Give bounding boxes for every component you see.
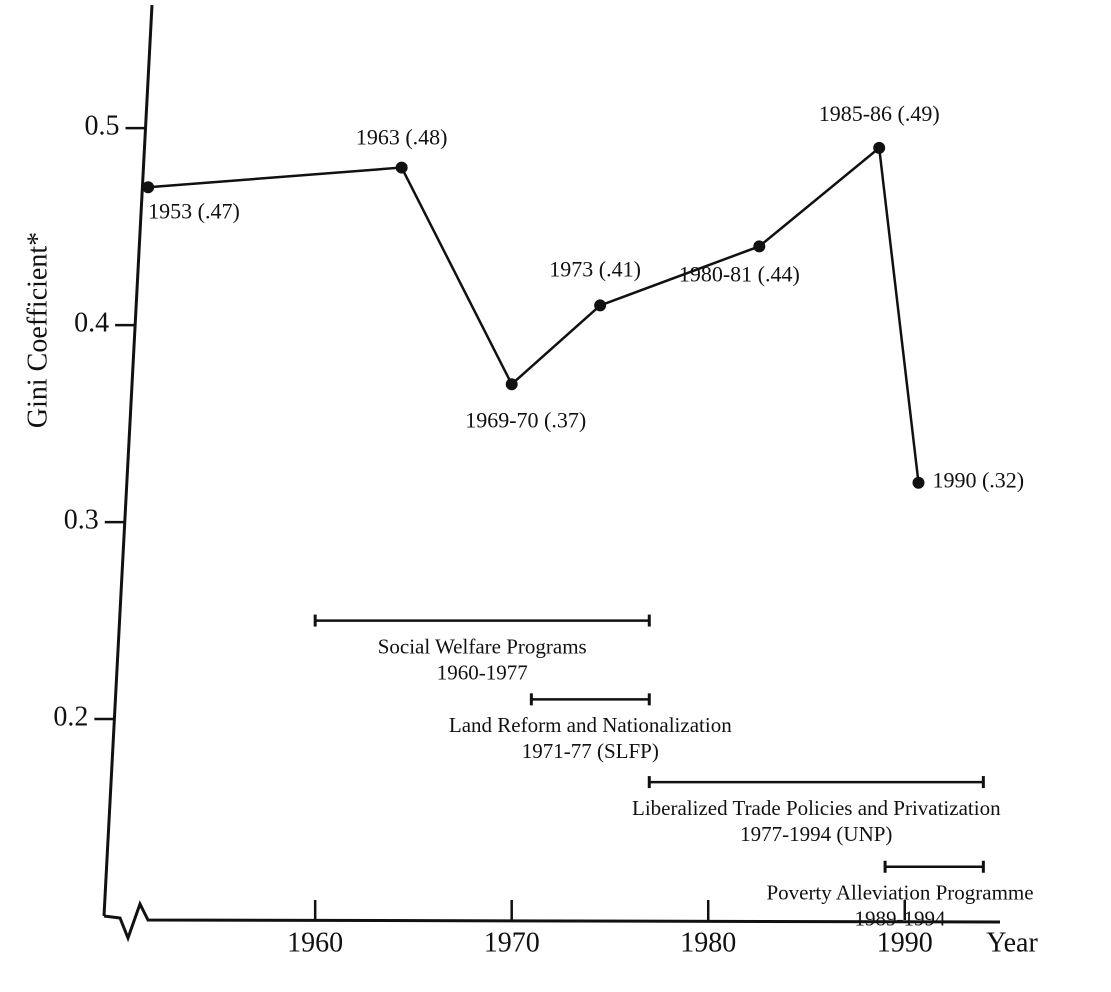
period-span: 1960-1977 bbox=[437, 660, 528, 684]
point-label: 1973 (.41) bbox=[549, 256, 641, 281]
point-label: 1969-70 (.37) bbox=[465, 407, 586, 432]
y-tick-label: 0.3 bbox=[64, 505, 99, 536]
y-axis-label: Gini Coefficient* bbox=[22, 232, 53, 428]
y-tick-label: 0.2 bbox=[53, 701, 88, 732]
x-tick-label: 1960 bbox=[287, 927, 343, 958]
period-span: 1971-77 (SLFP) bbox=[522, 739, 659, 763]
point-label: 1963 (.48) bbox=[356, 125, 448, 150]
point bbox=[594, 299, 607, 312]
point-label: 1980-81 (.44) bbox=[679, 261, 800, 286]
period-name: Social Welfare Programs bbox=[378, 634, 587, 658]
point bbox=[142, 181, 155, 194]
x-axis-label: Year bbox=[986, 927, 1038, 958]
point-label: 1990 (.32) bbox=[932, 468, 1024, 493]
point bbox=[395, 161, 408, 174]
x-tick-label: 1970 bbox=[484, 927, 540, 958]
point bbox=[753, 240, 766, 253]
point-label: 1953 (.47) bbox=[148, 198, 240, 223]
y-tick-label: 0.5 bbox=[85, 111, 120, 142]
period-name: Poverty Alleviation Programme bbox=[766, 881, 1033, 905]
point bbox=[912, 476, 925, 489]
y-tick-label: 0.4 bbox=[74, 308, 109, 339]
period-name: Liberalized Trade Policies and Privatiza… bbox=[632, 796, 1001, 820]
line bbox=[148, 145, 920, 483]
x-axis-with-break bbox=[103, 900, 1001, 943]
point bbox=[873, 141, 886, 154]
x-tick-label: 1980 bbox=[680, 927, 736, 958]
x-tick-label: 1990 bbox=[877, 927, 933, 958]
point-label: 1985-86 (.49) bbox=[819, 101, 940, 126]
point bbox=[505, 378, 518, 391]
period-span: 1989-1994 bbox=[855, 907, 946, 931]
period-name: Land Reform and Nationalization bbox=[449, 713, 732, 737]
period-span: 1977-1994 (UNP) bbox=[740, 822, 892, 846]
y-axis bbox=[102, 4, 154, 917]
